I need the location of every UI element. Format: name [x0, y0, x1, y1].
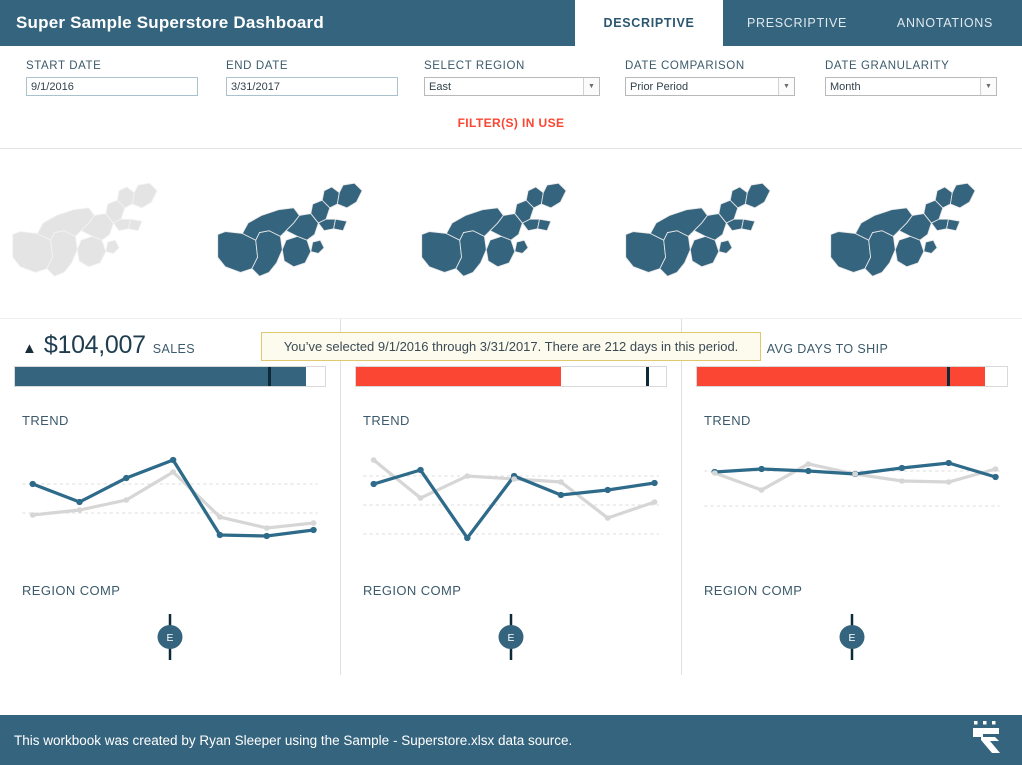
- date-granularity-dropdown[interactable]: Month ▼: [825, 77, 997, 96]
- northeast-map-icon: [421, 182, 567, 277]
- chevron-down-icon[interactable]: ▼: [980, 78, 996, 95]
- trend-label-avg-days-to-ship: TREND: [704, 413, 751, 428]
- chevron-down-icon[interactable]: ▼: [583, 78, 599, 95]
- date-granularity-value: Month: [830, 80, 861, 93]
- select-region-value: East: [429, 80, 452, 93]
- filters-in-use-notice: FILTER(S) IN USE: [457, 116, 565, 130]
- map-tile-3[interactable]: [613, 149, 817, 318]
- select-region-label: SELECT REGION: [424, 60, 525, 72]
- region-comp-chart-sales[interactable]: E: [14, 606, 326, 668]
- select-region-dropdown[interactable]: East ▼: [424, 77, 600, 96]
- bullet-fill: [15, 367, 307, 386]
- kpi-panels: ▲ $104,007 SALES TREND: [0, 319, 1022, 675]
- date-range-callout-wrap: You’ve selected 9/1/2016 through 3/31/20…: [0, 332, 1022, 361]
- northeast-map-icon: [12, 182, 158, 277]
- filter-start-date: START DATE 9/1/2016: [26, 60, 198, 96]
- filter-end-date: END DATE 3/31/2017: [226, 60, 398, 96]
- bullet-fill: [697, 367, 986, 386]
- bullet-chart-profit-ratio[interactable]: [355, 366, 667, 387]
- bullet-chart-sales[interactable]: [14, 366, 326, 387]
- bullet-target-marker: [946, 367, 950, 386]
- kpi-value-sales: $104,007: [43, 331, 146, 359]
- regioncomp-label-avg-days-to-ship: REGION COMP: [704, 583, 803, 598]
- trend-up-arrow-icon: ▲: [22, 340, 37, 357]
- region-marker-label: E: [849, 633, 856, 644]
- map-tile-2[interactable]: [409, 149, 613, 318]
- northeast-map-icon: [830, 182, 976, 277]
- bullet-fill: [356, 367, 561, 386]
- tab-descriptive[interactable]: DESCRIPTIVE: [575, 0, 723, 46]
- footer-credit-text: This workbook was created by Ryan Sleepe…: [14, 732, 573, 748]
- ryan-sleeper-logo-icon: [973, 721, 1000, 753]
- region-map-band: [0, 149, 1022, 319]
- bullet-target-marker: [645, 367, 649, 386]
- region-comp-chart-profit-ratio[interactable]: E: [355, 606, 667, 668]
- app-header: Super Sample Superstore Dashboard DESCRI…: [0, 0, 1022, 46]
- kpi-label-sales: SALES: [152, 342, 196, 356]
- northeast-map-icon: [625, 182, 772, 277]
- region-comp-chart-avg-days-to-ship[interactable]: E: [696, 606, 1008, 668]
- end-date-label: END DATE: [226, 60, 289, 72]
- regioncomp-label-profit-ratio: REGION COMP: [363, 583, 462, 598]
- date-comparison-value: Prior Period: [630, 80, 689, 93]
- filter-date-granularity: DATE GRANULARITY Month ▼: [825, 60, 997, 96]
- region-marker-label: E: [508, 633, 515, 644]
- filter-bar: START DATE 9/1/2016 END DATE 3/31/2017 S…: [0, 46, 1022, 149]
- kpi-label-avg-days-to-ship: AVG DAYS TO SHIP: [766, 342, 889, 356]
- region-marker-circle: [498, 625, 524, 649]
- northeast-map-icon: [216, 182, 363, 277]
- trend-chart-avg-days-to-ship[interactable]: [696, 432, 1008, 557]
- end-date-input[interactable]: 3/31/2017: [226, 77, 398, 96]
- map-tile-1[interactable]: [204, 149, 408, 318]
- tab-prescriptive[interactable]: PRESCRIPTIVE: [746, 16, 848, 30]
- region-marker-label: E: [167, 633, 174, 644]
- trend-chart-sales[interactable]: [14, 432, 326, 557]
- panel-profit-ratio: ▼ 9.2% PROFIT RATIO TREND: [341, 319, 682, 675]
- trend-label-profit-ratio: TREND: [363, 413, 410, 428]
- regioncomp-label-sales: REGION COMP: [22, 583, 121, 598]
- trend-label-sales: TREND: [22, 413, 69, 428]
- date-granularity-label: DATE GRANULARITY: [825, 60, 950, 72]
- start-date-label: START DATE: [26, 60, 102, 72]
- trend-chart-profit-ratio[interactable]: [355, 432, 667, 557]
- date-comparison-dropdown[interactable]: Prior Period ▼: [625, 77, 795, 96]
- map-tile-0[interactable]: [0, 149, 204, 318]
- kpi-sales: ▲ $104,007 SALES: [14, 331, 326, 359]
- panel-sales: ▲ $104,007 SALES TREND: [0, 319, 341, 675]
- page-title: Super Sample Superstore Dashboard: [16, 13, 324, 32]
- bullet-target-marker: [267, 367, 271, 386]
- region-marker-circle: [157, 625, 183, 649]
- app-footer: This workbook was created by Ryan Sleepe…: [0, 715, 1022, 765]
- start-date-input[interactable]: 9/1/2016: [26, 77, 198, 96]
- date-comparison-label: DATE COMPARISON: [625, 60, 745, 72]
- chevron-down-icon[interactable]: ▼: [778, 78, 794, 95]
- filter-select-region: SELECT REGION East ▼: [424, 60, 600, 96]
- filter-date-comparison: DATE COMPARISON Prior Period ▼: [625, 60, 795, 96]
- map-tile-4[interactable]: [818, 149, 1022, 318]
- bullet-chart-avg-days-to-ship[interactable]: [696, 366, 1008, 387]
- tab-annotations[interactable]: ANNOTATIONS: [896, 16, 994, 30]
- tab-bar: DESCRIPTIVE PRESCRIPTIVE ANNOTATIONS: [575, 0, 1022, 46]
- panel-avg-days-to-ship: ▲ 4.0 AVG DAYS TO SHIP TREND: [682, 319, 1022, 675]
- region-marker-circle: [839, 625, 865, 649]
- date-range-callout: You’ve selected 9/1/2016 through 3/31/20…: [260, 332, 762, 361]
